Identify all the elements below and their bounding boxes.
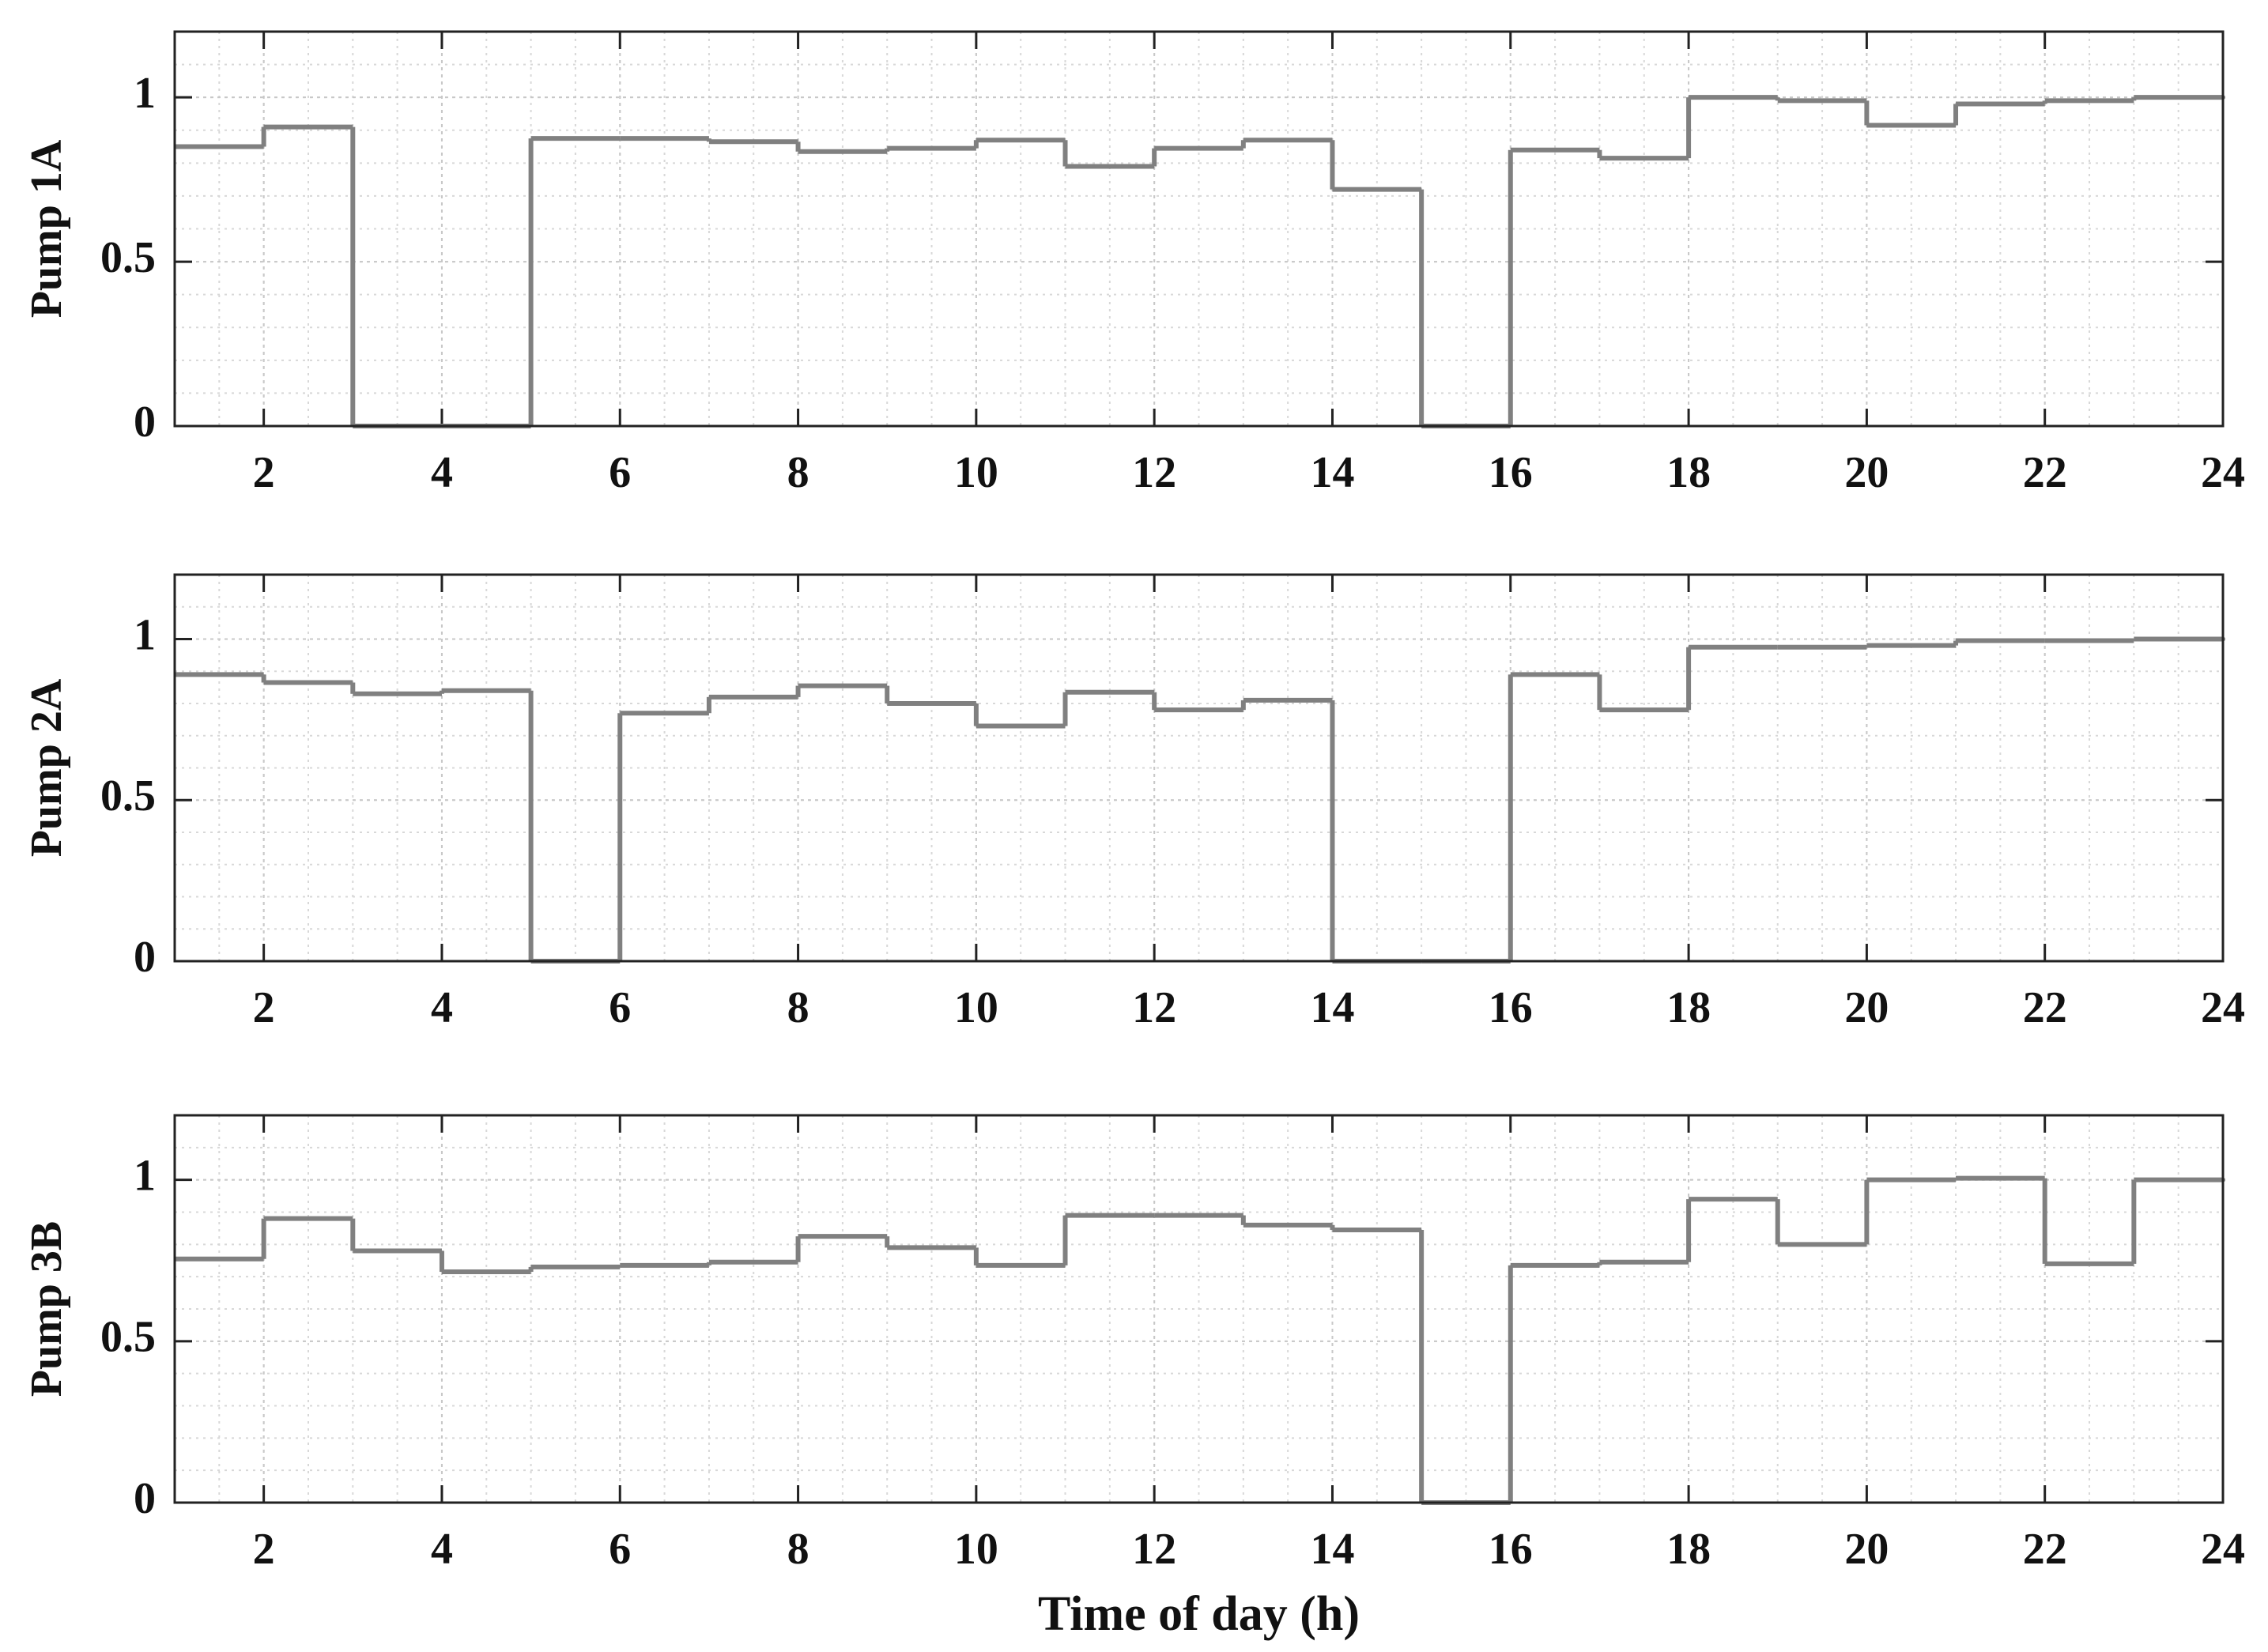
x-tick-label: 14: [1310, 983, 1354, 1032]
x-tick-label: 16: [1489, 1525, 1533, 1574]
x-tick-label: 8: [787, 1525, 809, 1574]
x-tick-label: 24: [2201, 448, 2245, 497]
y-axis-label: Pump 3B: [22, 1221, 71, 1397]
x-tick-label: 14: [1310, 448, 1354, 497]
x-tick-label: 12: [1132, 983, 1176, 1032]
x-tick-label: 8: [787, 983, 809, 1032]
x-tick-label: 16: [1489, 983, 1533, 1032]
x-tick-label: 22: [2023, 448, 2067, 497]
x-tick-label: 10: [954, 448, 998, 497]
x-tick-label: 4: [431, 1525, 453, 1574]
x-tick-label: 14: [1310, 1525, 1354, 1574]
y-axis-label: Pump 1A: [22, 139, 71, 318]
axes-frame: [173, 1114, 2225, 1504]
x-axis-label: Time of day (h): [1038, 1587, 1360, 1641]
x-tick-label: 2: [253, 1525, 275, 1574]
x-tick-label: 18: [1666, 1525, 1711, 1574]
x-tick-label: 22: [2023, 983, 2067, 1032]
x-tick-label: 18: [1666, 983, 1711, 1032]
x-tick-label: 10: [954, 983, 998, 1032]
x-tick-label: 20: [1844, 1525, 1889, 1574]
y-tick-label: 0: [134, 398, 156, 447]
x-tick-label: 6: [609, 983, 631, 1032]
y-tick-label: 1: [134, 610, 156, 659]
y-tick-label: 0.5: [100, 233, 156, 282]
axes-frame: [173, 30, 2225, 428]
x-tick-label: 6: [609, 448, 631, 497]
x-tick-label: 4: [431, 448, 453, 497]
y-tick-label: 1: [134, 69, 156, 118]
x-tick-label: 6: [609, 1525, 631, 1574]
y-tick-label: 0: [134, 1474, 156, 1523]
x-tick-label: 20: [1844, 448, 1889, 497]
x-tick-label: 18: [1666, 448, 1711, 497]
x-tick-label: 8: [787, 448, 809, 497]
x-tick-label: 22: [2023, 1525, 2067, 1574]
y-tick-label: 0: [134, 933, 156, 982]
x-tick-label: 20: [1844, 983, 1889, 1032]
axes-frame: [173, 573, 2225, 963]
x-tick-label: 12: [1132, 448, 1176, 497]
x-tick-label: 2: [253, 448, 275, 497]
x-tick-label: 24: [2201, 983, 2245, 1032]
x-tick-label: 10: [954, 1525, 998, 1574]
y-tick-label: 0.5: [100, 771, 156, 820]
y-tick-label: 1: [134, 1152, 156, 1201]
y-tick-label: 0.5: [100, 1313, 156, 1362]
x-tick-label: 16: [1489, 448, 1533, 497]
x-tick-label: 12: [1132, 1525, 1176, 1574]
x-tick-label: 2: [253, 983, 275, 1032]
x-tick-label: 24: [2201, 1525, 2245, 1574]
y-axis-label: Pump 2A: [22, 678, 71, 857]
x-tick-label: 4: [431, 983, 453, 1032]
